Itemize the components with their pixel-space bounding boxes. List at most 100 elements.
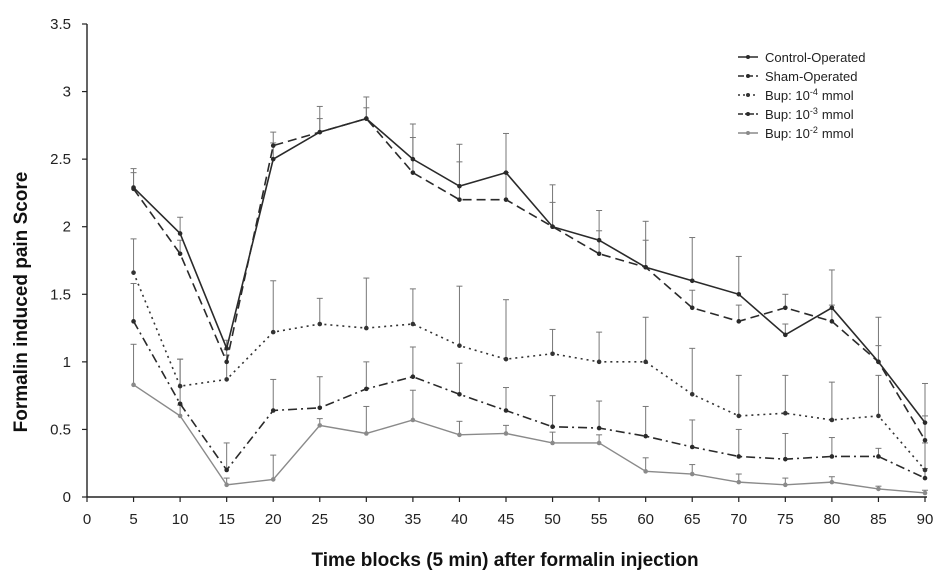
data-point (922, 467, 928, 473)
data-point (131, 270, 136, 275)
data-point (550, 440, 555, 446)
legend-label-exponent: -3 (810, 106, 818, 116)
x-tick-label: 35 (405, 511, 422, 528)
data-point (783, 456, 788, 462)
data-point (410, 156, 416, 162)
series-markers (131, 116, 928, 496)
legend-label-exponent: -2 (810, 125, 818, 135)
data-point (224, 377, 229, 382)
data-point (317, 129, 323, 135)
data-point (689, 391, 695, 397)
x-tick-label: 65 (684, 511, 701, 528)
y-tick-label: 1 (63, 354, 71, 371)
x-tick-label: 5 (129, 511, 137, 528)
data-point (596, 440, 602, 446)
data-point (224, 482, 229, 488)
y-axis-title: Formalin induced pain Score (11, 172, 32, 433)
legend-label: Control-Operated (765, 50, 865, 65)
legend-label-name: Bup: 10 (765, 126, 810, 141)
data-point (689, 471, 695, 477)
x-tick-label: 25 (311, 511, 328, 528)
data-point (736, 479, 742, 485)
data-point (829, 319, 835, 324)
data-point (503, 197, 509, 202)
x-tick-label: 40 (451, 511, 468, 528)
y-tick-label: 0.5 (50, 421, 71, 438)
data-point (783, 482, 788, 488)
legend-label-unit: mmol (822, 107, 854, 122)
data-point (457, 391, 462, 397)
data-point (177, 251, 183, 257)
data-point (503, 356, 509, 362)
data-point (457, 197, 462, 202)
data-point (270, 156, 276, 162)
data-point (783, 410, 788, 416)
data-point (876, 359, 881, 365)
legend: Control-Operated Sham-Operated Bup: 10-4 mm… (738, 50, 865, 141)
y-tick-label: 1.5 (50, 286, 71, 303)
data-point (364, 116, 369, 121)
y-tick-label: 2 (63, 219, 71, 236)
legend-label: Bup: 10-4 mmol (765, 87, 854, 103)
data-point (829, 454, 835, 459)
data-point (224, 346, 229, 351)
x-tick-label: 30 (358, 511, 375, 528)
data-point (596, 425, 602, 431)
data-point (922, 437, 928, 443)
data-point (922, 475, 928, 481)
legend-label-unit: mmol (822, 88, 854, 103)
series-line (132, 117, 926, 441)
data-point (550, 224, 555, 230)
data-point (503, 431, 509, 436)
data-point (643, 433, 648, 439)
data-point (317, 321, 323, 327)
data-point (689, 444, 695, 450)
data-point (317, 405, 323, 411)
x-tick-label: 55 (591, 511, 608, 528)
data-point (596, 237, 602, 243)
data-point (550, 424, 555, 430)
series-lines (132, 117, 926, 494)
legend-marker (746, 74, 750, 78)
legend-label: Sham-Operated (765, 69, 858, 84)
data-point (270, 143, 276, 148)
legend-label-name: Control-Operated (765, 50, 865, 65)
data-point (317, 423, 323, 428)
data-point (643, 264, 648, 270)
data-point (131, 382, 136, 388)
series-line (133, 384, 926, 494)
data-point (689, 305, 695, 311)
x-tick-label: 90 (917, 511, 934, 528)
legend-label-name: Bup: 10 (765, 107, 810, 122)
data-point (177, 401, 183, 407)
data-point (876, 486, 881, 492)
x-tick-label: 15 (218, 511, 235, 528)
data-point (410, 417, 416, 423)
data-point (457, 183, 462, 189)
data-point (829, 417, 835, 423)
x-tick-label: 20 (265, 511, 282, 528)
x-tick-label: 60 (637, 511, 654, 528)
data-point (736, 454, 742, 459)
x-tick-label: 80 (824, 511, 841, 528)
data-point (736, 291, 742, 297)
data-point (177, 383, 183, 389)
y-tick-label: 2.5 (50, 151, 71, 168)
x-tick-label: 45 (498, 511, 515, 528)
y-tick-label: 3 (63, 84, 71, 101)
data-point (643, 469, 648, 474)
legend-label-name: Bup: 10 (765, 88, 810, 103)
series-line (132, 117, 926, 424)
data-point (364, 325, 369, 331)
data-point (503, 408, 509, 413)
data-point (364, 431, 369, 436)
legend-marker (746, 112, 750, 116)
data-point (829, 479, 835, 485)
series-line (132, 272, 926, 471)
data-point (270, 477, 276, 482)
series-line (132, 320, 926, 479)
data-point (596, 359, 602, 365)
x-tick-label: 70 (730, 511, 747, 528)
legend-marker (746, 55, 750, 59)
legend-marker (746, 131, 750, 135)
